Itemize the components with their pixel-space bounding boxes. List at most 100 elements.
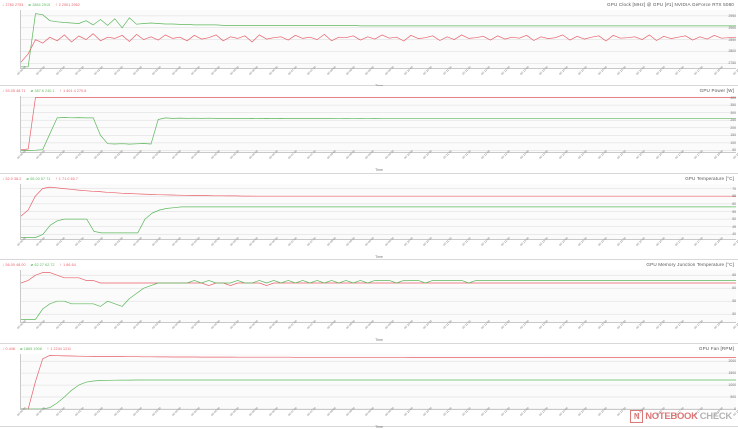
legend-item: ↑ 1 2244 1211 (47, 344, 71, 354)
y-tick-label: 100 (730, 140, 736, 145)
legend-marker-icon: ↓ (2, 2, 4, 7)
legend-item: ↓ 53.05 48.71 (2, 86, 26, 96)
legend-marker-icon: ↑ (55, 2, 58, 7)
y-tick-label: 65 (732, 273, 736, 278)
legend-item: ↓ 56.00 48.00 (2, 260, 26, 270)
y-tick-label: 50 (732, 148, 736, 153)
legend-gpu-memory-junction-temperature: ↓ 56.00 48.00 ⌀ 62.27 62.72 ↑ 1 66.64 (2, 260, 76, 270)
y-tick-label: 2000 (728, 359, 736, 364)
legend-value: 2884 2915 (32, 3, 51, 7)
y-tick-label: 2800 (728, 49, 736, 54)
x-axis-gpu-power: 00:00:00 00:00:30 00:01:00 00:01:30 00:02:00… (16, 149, 738, 167)
legend-item: ⌀ 62.27 62.72 (31, 260, 55, 270)
legend-marker-icon: ⌀ (30, 262, 34, 267)
y-tick-label: 60 (732, 286, 736, 291)
y-tick-label: 50 (732, 312, 736, 317)
plot-area-gpu-memory-junction-temperature (20, 270, 736, 323)
legend-value: 52.0 38.2 (5, 177, 22, 181)
x-axis-title-gpu-fan: Time (375, 425, 383, 429)
legend-item: ↓ 0.448 (2, 344, 15, 354)
legend-marker-icon: ↓ (2, 176, 4, 181)
legend-value: 65.00 57.71 (30, 177, 51, 181)
plot-area-gpu-temperature (20, 184, 736, 240)
x-axis-gpu-fan: 00:00:00 00:00:30 00:01:00 00:01:30 00:02:00… (16, 406, 738, 424)
legend-marker-icon: ↑ (59, 88, 62, 93)
legend-item: ↑ 1 401.4 270.8 (60, 86, 87, 96)
legend-marker-icon: ⌀ (26, 176, 29, 181)
legend-value: 1 2244 1211 (50, 347, 72, 351)
panel-gpu-power: ↓ 53.05 48.71 ⌀ 387.6 240.1 ↑ 1 401.4 270.8 GP… (0, 86, 738, 174)
panel-title-gpu-memory-junction-temperature: GPU Memory Junction Temperature [°C] (646, 262, 734, 267)
legend-value: 0.448 (5, 347, 15, 351)
plot-area-gpu-clock (20, 10, 736, 69)
panel-gpu-memory-junction-temperature: ↓ 56.00 48.00 ⌀ 62.27 62.72 ↑ 1 66.64 GPU Memo… (0, 260, 738, 344)
legend-item: ↓ 52.0 38.2 (2, 174, 21, 184)
legend-value: 1 401.4 270.8 (63, 89, 87, 93)
legend-item: ↑ 1 66.64 (60, 260, 76, 270)
legend-marker-icon: ⌀ (30, 88, 34, 93)
legend-item: ⌀ 65.00 57.71 (26, 174, 50, 184)
panel-title-gpu-fan: GPU Fan [RPM] (698, 346, 734, 351)
y-tick-label: 55 (732, 209, 736, 214)
plot-canvas-gpu-power (21, 96, 736, 152)
y-tick-label: 50 (732, 217, 736, 222)
legend-marker-icon: ↑ (55, 176, 58, 181)
legend-marker-icon: ↓ (2, 346, 4, 351)
legend-marker-icon: ↑ (46, 346, 49, 351)
y-tick-label: 350 (730, 103, 736, 108)
panel-title-gpu-power: GPU Power [W] (699, 88, 734, 93)
panel-gpu-temperature: ↓ 52.0 38.2 ⌀ 65.00 57.71 ↑ 1 71.0 60.7 GPU Te… (0, 174, 738, 260)
legend-gpu-temperature: ↓ 52.0 38.2 ⌀ 65.00 57.71 ↑ 1 71.0 60.7 (2, 174, 78, 184)
x-axis-gpu-clock: 00:00:00 00:00:30 00:01:00 00:01:30 00:02:00… (16, 65, 738, 83)
y-tick-label: 55 (732, 299, 736, 304)
panel-title-gpu-temperature: GPU Temperature [°C] (685, 176, 734, 181)
plot-canvas-gpu-fan (21, 354, 736, 409)
legend-value: 387.6 240.1 (34, 89, 55, 93)
x-axis-gpu-temperature: 00:00:00 00:00:30 00:01:00 00:01:30 00:02:00… (16, 236, 738, 254)
panel-header-gpu-fan: ↓ 0.448 ⌀ 1869 1908 ↑ 1 2244 1211 GPU Fan [RPM… (0, 344, 738, 354)
legend-value: 2760 2753 (5, 3, 24, 7)
y-tick-label: 70 (732, 186, 736, 191)
legend-marker-icon: ↑ (59, 262, 62, 267)
legend-marker-icon: ⌀ (28, 2, 31, 7)
legend-gpu-fan: ↓ 0.448 ⌀ 1869 1908 ↑ 1 2244 1211 (2, 344, 71, 354)
panel-header-gpu-power: ↓ 53.05 48.71 ⌀ 387.6 240.1 ↑ 1 401.4 270.8 GP… (0, 86, 738, 96)
panel-header-gpu-memory-junction-temperature: ↓ 56.00 48.00 ⌀ 62.27 62.72 ↑ 1 66.64 GPU Memo… (0, 260, 738, 270)
legend-value: 1 66.64 (63, 263, 76, 267)
y-tick-label: 300 (730, 110, 736, 115)
y-tick-label: 60 (732, 201, 736, 206)
y-tick-label: 65 (732, 194, 736, 199)
legend-value: 56.00 48.00 (5, 263, 26, 267)
y-tick-label: 250 (730, 118, 736, 123)
panel-header-gpu-clock: ↓ 2760 2753 ⌀ 2884 2915 ↑ 2 2901 2962 GPU Cloc… (0, 0, 738, 10)
legend-gpu-clock: ↓ 2760 2753 ⌀ 2884 2915 ↑ 2 2901 2962 (2, 0, 80, 10)
legend-value: 1 71.0 60.7 (58, 177, 78, 181)
legend-item: ⌀ 1869 1908 (20, 344, 42, 354)
legend-value: 53.05 48.71 (5, 89, 26, 93)
x-axis-title-gpu-temperature: Time (375, 255, 383, 259)
legend-item: ↓ 2760 2753 (2, 0, 23, 10)
y-tick-label: 150 (730, 133, 736, 138)
legend-item: ⌀ 387.6 240.1 (31, 86, 55, 96)
y-tick-label: 40 (732, 232, 736, 237)
y-tick-label: 2950 (728, 13, 736, 18)
panel-title-gpu-clock: GPU Clock [MHz] @ GPU [#1] NVIDIA GeForc… (607, 2, 734, 7)
y-tick-label: 45 (732, 224, 736, 229)
x-tick-label: 00:00:00 (16, 406, 27, 417)
y-tick-label: 200 (730, 125, 736, 130)
legend-value: 2 2901 2962 (58, 3, 80, 7)
legend-marker-icon: ↓ (2, 262, 4, 267)
plot-area-gpu-fan (20, 354, 736, 410)
y-tick-label: 500 (730, 395, 736, 400)
panel-header-gpu-temperature: ↓ 52.0 38.2 ⌀ 65.00 57.71 ↑ 1 71.0 60.7 GPU Te… (0, 174, 738, 184)
x-tick-label: 00:00:00 (16, 319, 27, 330)
plot-canvas-gpu-memory-junction-temperature (21, 270, 736, 322)
x-tick-label: 00:00:00 (16, 149, 27, 160)
legend-item: ↑ 1 71.0 60.7 (55, 174, 78, 184)
x-axis-gpu-memory-junction-temperature: 00:00:00 00:00:30 00:01:00 00:01:30 00:02:00… (16, 319, 738, 337)
legend-marker-icon: ⌀ (20, 346, 23, 351)
x-axis-title-gpu-power: Time (375, 168, 383, 172)
legend-value: 1869 1908 (23, 347, 42, 351)
